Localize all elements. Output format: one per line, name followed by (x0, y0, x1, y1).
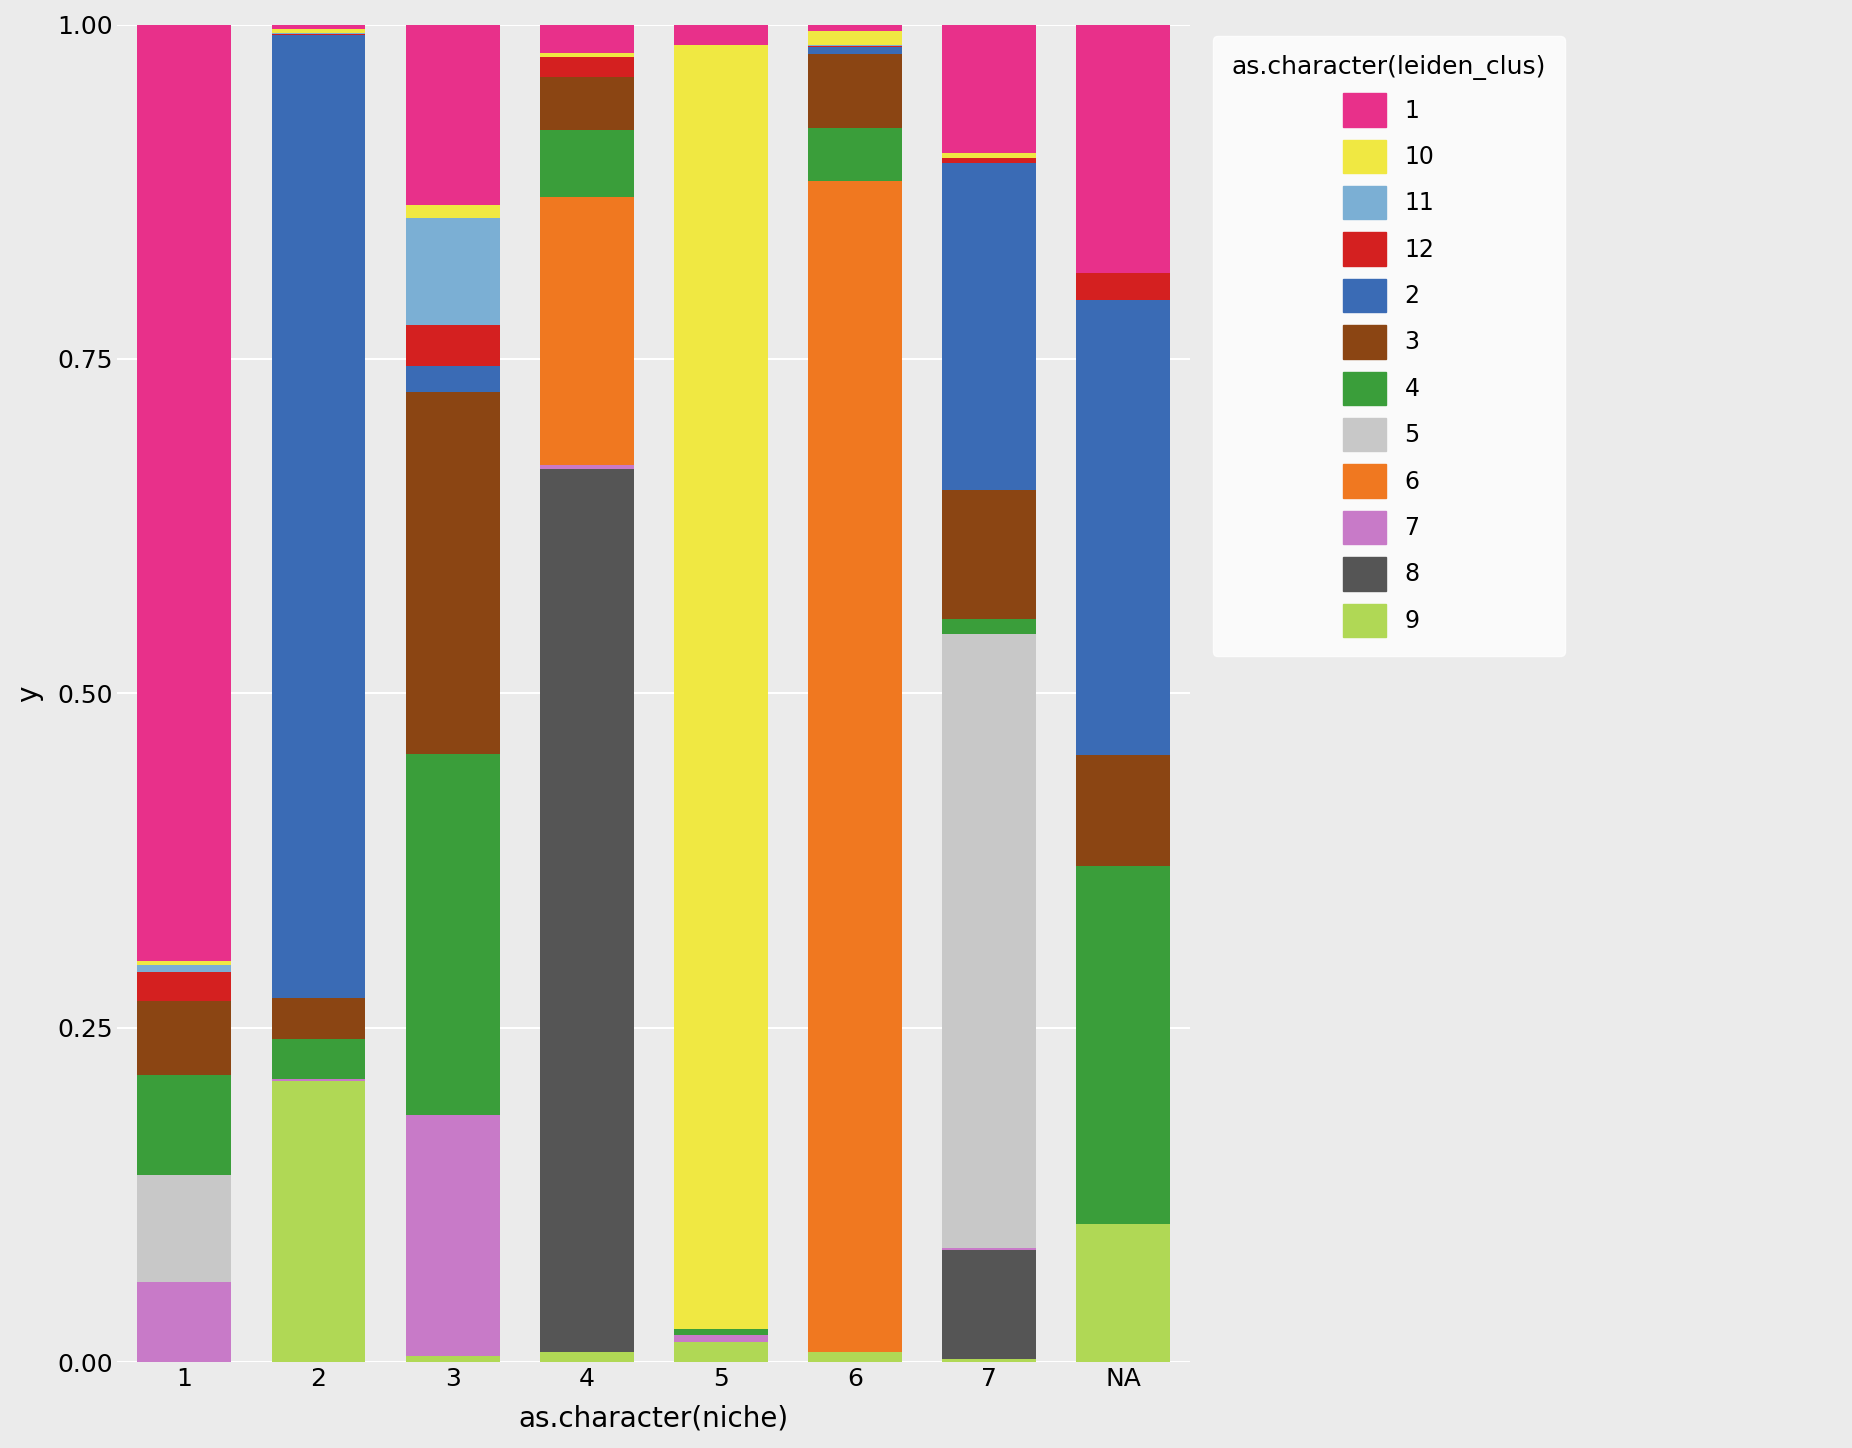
Bar (406, 219, 500, 326)
Bar (539, 56, 633, 77)
Bar (539, 197, 633, 465)
Bar (1076, 866, 1170, 1225)
Bar (539, 25, 633, 52)
Bar (406, 753, 500, 1115)
Bar (943, 1360, 1035, 1363)
Bar (943, 491, 1035, 620)
Bar (674, 1342, 769, 1363)
Bar (406, 1115, 500, 1355)
Bar (539, 465, 633, 469)
Bar (539, 1351, 633, 1363)
Bar (272, 25, 365, 29)
Bar (137, 972, 232, 1001)
Bar (137, 1074, 232, 1174)
Bar (406, 206, 500, 219)
Bar (674, 1335, 769, 1342)
Bar (406, 326, 500, 366)
X-axis label: as.character(niche): as.character(niche) (519, 1405, 789, 1434)
Bar (272, 998, 365, 1038)
Bar (137, 1281, 232, 1363)
Bar (807, 48, 902, 54)
Bar (272, 29, 365, 32)
Bar (807, 32, 902, 45)
Bar (406, 392, 500, 753)
Bar (1076, 1225, 1170, 1363)
Bar (807, 54, 902, 127)
Bar (1076, 756, 1170, 866)
Bar (1076, 272, 1170, 300)
Bar (539, 77, 633, 130)
Bar (807, 127, 902, 181)
Bar (272, 1038, 365, 1079)
Bar (943, 25, 1035, 153)
Bar (943, 153, 1035, 158)
Bar (1076, 300, 1170, 756)
Bar (943, 620, 1035, 634)
Bar (272, 1082, 365, 1363)
Bar (272, 35, 365, 998)
Bar (943, 158, 1035, 164)
Bar (943, 164, 1035, 491)
Bar (943, 1250, 1035, 1360)
Bar (1076, 25, 1170, 272)
Bar (539, 52, 633, 56)
Bar (406, 1355, 500, 1363)
Bar (539, 469, 633, 1351)
Bar (807, 181, 902, 1351)
Bar (674, 25, 769, 45)
Bar (807, 1351, 902, 1363)
Bar (406, 25, 500, 206)
Bar (137, 1174, 232, 1281)
Bar (943, 634, 1035, 1248)
Bar (137, 1001, 232, 1074)
Bar (406, 366, 500, 392)
Bar (807, 25, 902, 32)
Bar (674, 45, 769, 1329)
Y-axis label: y: y (15, 685, 43, 702)
Bar (137, 961, 232, 964)
Bar (137, 964, 232, 972)
Bar (272, 1079, 365, 1082)
Bar (943, 1248, 1035, 1250)
Bar (137, 25, 232, 961)
Bar (539, 130, 633, 197)
Legend: 1, 10, 11, 12, 2, 3, 4, 5, 6, 7, 8, 9: 1, 10, 11, 12, 2, 3, 4, 5, 6, 7, 8, 9 (1213, 36, 1565, 656)
Bar (674, 1329, 769, 1335)
